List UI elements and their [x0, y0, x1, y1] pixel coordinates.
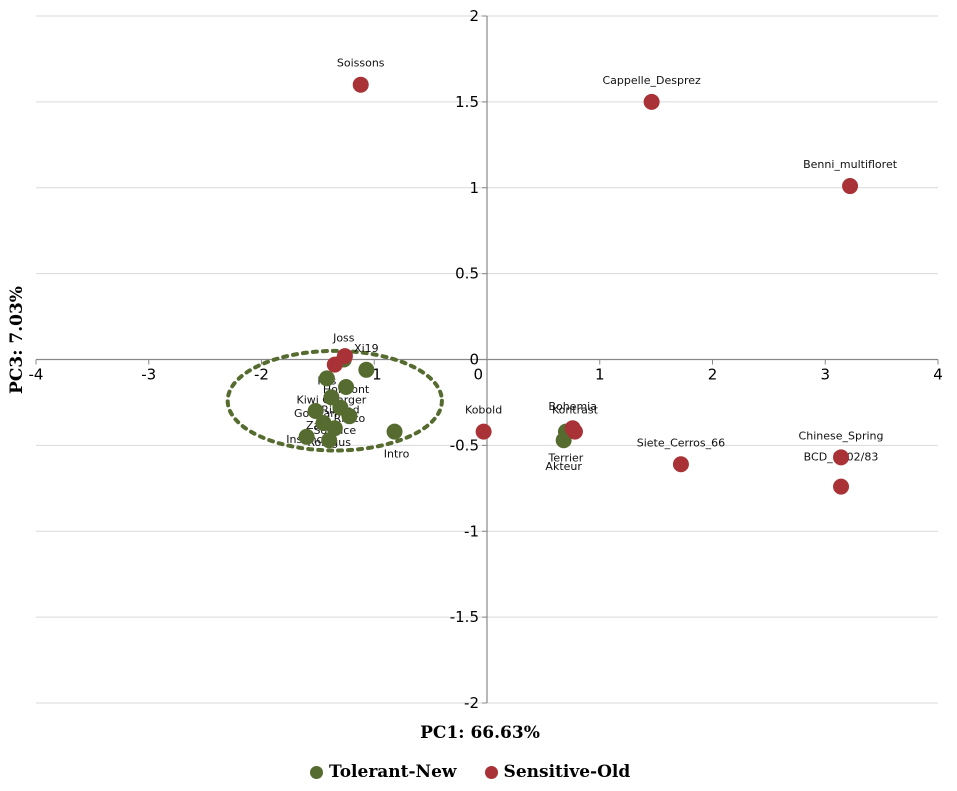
tick-labels: -4 -3 -2 -1 1 2 3 40-2-1.5-1-0.500.511.52	[29, 7, 943, 712]
legend-item-sensitive: Sensitive-Old	[484, 762, 631, 782]
point-sensitive	[352, 76, 369, 93]
point-sensitive	[475, 423, 492, 440]
cluster-ellipse	[225, 348, 444, 453]
legend-label-tolerant: Tolerant-New	[329, 762, 457, 782]
point-label: Chinese_Spring	[799, 429, 884, 442]
point-label: Cappelle_Desprez	[602, 74, 701, 87]
point-label: Xi19	[354, 342, 379, 355]
legend-item-tolerant: Tolerant-New	[310, 762, 457, 782]
point-label: Bohemia	[548, 400, 597, 413]
point-tolerant	[341, 408, 358, 425]
y-axis-title: PC3: 7.03%	[7, 286, 27, 394]
x-tick-label: -2	[254, 366, 269, 384]
data-points	[298, 76, 859, 495]
point-label: Akteur	[545, 460, 582, 473]
point-sensitive	[833, 478, 850, 495]
point-label: Benni_multifloret	[803, 158, 898, 171]
y-tick-label: -0.5	[450, 436, 479, 454]
x-tick-label: 2	[708, 366, 718, 384]
x-tick-label: -3	[141, 366, 156, 384]
point-label: Kobold	[465, 404, 502, 417]
point-label: Intro	[384, 448, 410, 461]
x-tick-label: 3	[820, 366, 830, 384]
y-tick-label: 0	[469, 351, 479, 369]
point-label: Soissons	[337, 57, 385, 70]
y-tick-label: 2	[469, 7, 479, 25]
y-tick-label: 0.5	[455, 265, 479, 283]
y-tick-label: 1.5	[455, 93, 479, 111]
legend-dot-tolerant	[310, 765, 323, 779]
point-tolerant	[386, 423, 403, 440]
point-tolerant	[338, 378, 355, 395]
chart-legend: Tolerant-New Sensitive-Old	[310, 762, 658, 782]
x-axis-title: PC1: 66.63%	[420, 723, 540, 743]
point-tolerant	[358, 361, 375, 378]
point-label: Siete_Cerros_66	[637, 436, 725, 449]
point-sensitive	[833, 449, 850, 466]
point-tolerant	[318, 370, 335, 387]
point-sensitive	[564, 420, 581, 437]
point-tolerant	[298, 428, 315, 445]
y-tick-label: 1	[469, 179, 479, 197]
point-sensitive	[336, 348, 353, 365]
annotations	[225, 348, 444, 453]
y-tick-label: -1	[464, 522, 479, 540]
point-sensitive	[842, 178, 859, 195]
point-tolerant	[326, 420, 343, 437]
x-tick-label: 4	[933, 366, 943, 384]
point-labels: IbisJossXi19HorizontKiwi ChargerGordianR…	[286, 57, 897, 474]
x-tick-label: -4	[29, 366, 44, 384]
point-label: Joss	[332, 332, 355, 345]
y-tick-label: -1.5	[450, 608, 479, 626]
point-sensitive	[672, 456, 689, 473]
point-tolerant	[323, 389, 340, 406]
point-sensitive	[643, 93, 660, 110]
point-tolerant	[321, 432, 338, 449]
x-tick-label: 1	[595, 366, 605, 384]
point-tolerant	[307, 403, 324, 420]
legend-dot-sensitive	[484, 765, 498, 779]
point-label: Kontrast	[552, 404, 599, 417]
x-tick-label: 0	[473, 366, 483, 384]
point-label: Terrier	[548, 452, 584, 465]
axes	[35, 15, 939, 704]
legend-label-sensitive: Sensitive-Old	[503, 762, 631, 782]
y-tick-label: -2	[464, 694, 479, 712]
